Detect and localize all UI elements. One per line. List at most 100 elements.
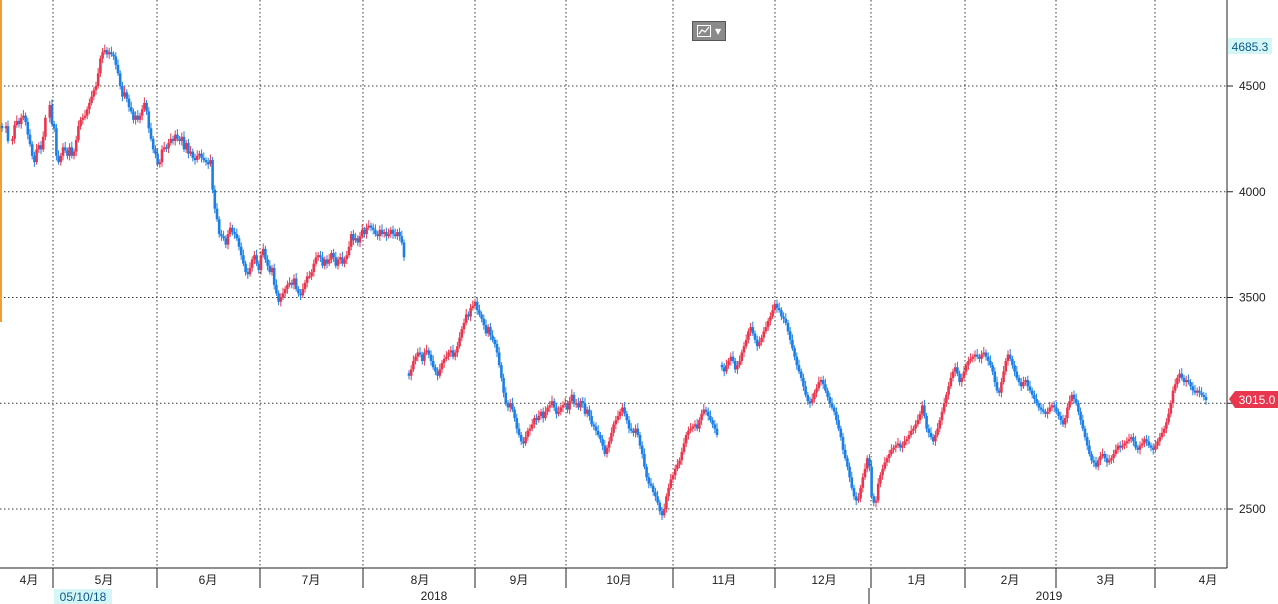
candle-body [504, 392, 508, 404]
candle-body [568, 401, 571, 410]
candle-body [99, 58, 102, 74]
candle-body [24, 115, 27, 122]
candle-body [246, 272, 250, 275]
candle-body [903, 441, 906, 446]
candle-body [907, 434, 911, 440]
candle-body [158, 162, 162, 165]
candle-body [706, 411, 710, 416]
candle-body [678, 460, 681, 465]
candle-body [526, 430, 530, 438]
candle-body [266, 259, 269, 266]
x-tick-label: 4月 [20, 573, 39, 587]
candle-body [975, 354, 979, 357]
candle-body [134, 115, 137, 120]
candle-body [495, 344, 499, 353]
candle-body [380, 229, 384, 235]
candle-body [956, 367, 959, 374]
candle-body [583, 403, 587, 414]
candle-body [253, 255, 256, 260]
chart-type-button[interactable]: ▼ [692, 21, 726, 41]
candle-body [202, 157, 206, 161]
candle-body [872, 496, 876, 503]
candle-body [193, 157, 197, 161]
candle-body [259, 255, 263, 271]
candle-body [1094, 462, 1098, 467]
candle-body [1187, 379, 1190, 383]
candle-body [535, 418, 538, 421]
candle-body [473, 301, 477, 306]
candle-body [918, 413, 922, 421]
candle-body [436, 371, 439, 376]
candle-body [1134, 441, 1137, 448]
candle-body [986, 356, 990, 361]
candle-body [837, 420, 840, 429]
candle-body [1030, 390, 1034, 395]
candle-body [360, 229, 364, 237]
candle-body [1143, 439, 1146, 444]
candle-body [599, 434, 602, 440]
candle-body [925, 415, 928, 429]
candle-body [654, 492, 657, 497]
candle-body [511, 403, 514, 410]
candle-body [176, 134, 179, 139]
candle-body [343, 259, 346, 264]
candle-body [936, 428, 939, 435]
candle-body [187, 143, 190, 154]
last-value-tag: 3015.0 [1229, 391, 1278, 408]
candle-body [449, 350, 453, 353]
candle-body [275, 284, 278, 294]
candle-body [566, 403, 569, 410]
x-tick-label: 8月 [411, 573, 430, 587]
candle-body [848, 466, 851, 478]
candle-body [114, 56, 118, 65]
candle-body [116, 64, 120, 74]
candle-body [129, 107, 133, 112]
candle-body [367, 225, 371, 228]
candle-body [1041, 409, 1045, 412]
candle-body [559, 407, 563, 412]
candle-body [1198, 390, 1201, 393]
candle-body [217, 219, 221, 235]
grid-lines [0, 0, 1227, 568]
candle-body [530, 424, 534, 429]
candle-body [434, 367, 437, 372]
candle-body [61, 147, 65, 156]
candle-body [749, 327, 752, 332]
candle-body [854, 496, 858, 501]
candle-body [1167, 413, 1170, 423]
candle-body [233, 231, 236, 235]
candle-body [995, 382, 999, 391]
candle-body [182, 136, 186, 150]
candle-body [1200, 392, 1203, 395]
candle-body [502, 377, 505, 393]
candle-body [614, 420, 618, 425]
candle-body [338, 257, 342, 260]
candle-body [524, 437, 527, 444]
candle-body [546, 407, 549, 412]
candle-body [797, 365, 801, 372]
candle-body [850, 477, 854, 488]
candle-body [769, 316, 772, 321]
candle-body [835, 411, 838, 421]
candle-body [107, 52, 111, 55]
candle-body [420, 354, 424, 361]
candle-body [1116, 445, 1120, 450]
candle-body [81, 117, 85, 120]
high-value-tag: 4685.3 [1228, 38, 1272, 54]
candle-body [224, 238, 228, 245]
candle-body [632, 430, 635, 433]
candle-body [1039, 407, 1043, 410]
candle-body [612, 424, 615, 433]
candle-body [85, 109, 89, 116]
candle-body [173, 134, 177, 141]
x-tick-label: 2月 [1001, 573, 1020, 587]
candle-body [684, 434, 688, 444]
candle-body [791, 339, 794, 349]
candle-body [517, 428, 521, 435]
candle-body [425, 350, 428, 353]
candle-body [206, 162, 210, 165]
candle-body [691, 426, 695, 429]
candle-body [41, 136, 45, 150]
candle-body [63, 147, 67, 151]
candle-body [909, 430, 913, 435]
